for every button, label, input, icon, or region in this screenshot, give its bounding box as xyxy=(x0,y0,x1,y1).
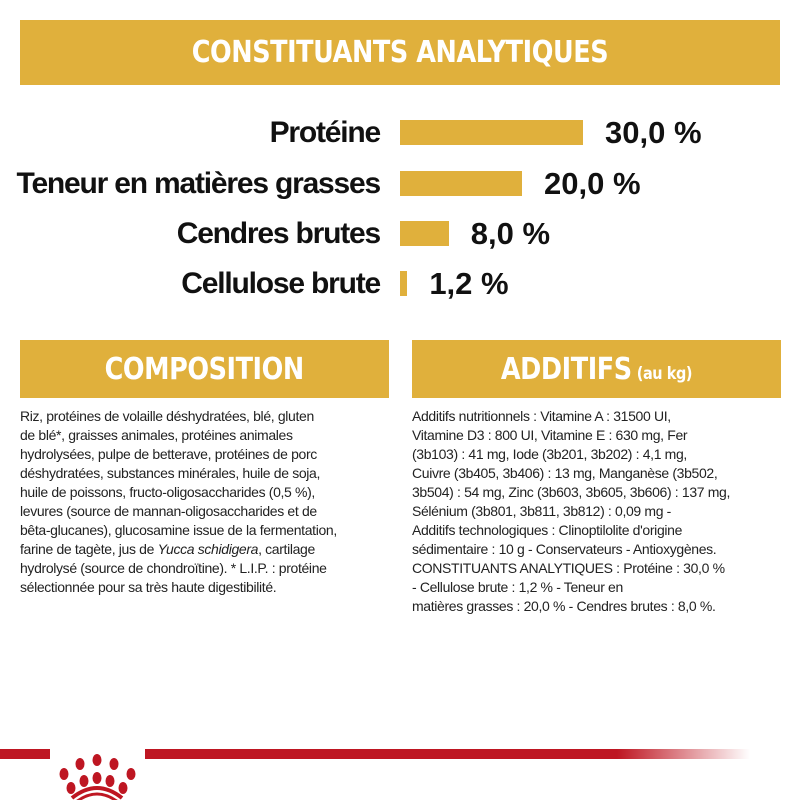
footer-brand-line xyxy=(0,749,750,800)
composition-line: farine de tagète, jus de Yucca schidiger… xyxy=(20,541,315,557)
composition-line: déshydratées, substances minérales, huil… xyxy=(20,465,321,481)
additifs-line: Cuivre (3b405, 3b406) : 13 mg, Manganèse… xyxy=(412,465,718,481)
additifs-line: Sélénium (3b801, 3b811, 3b812) : 0,09 mg… xyxy=(412,503,671,519)
composition-header: COMPOSITION xyxy=(20,340,389,398)
nutrient-bar xyxy=(400,171,522,196)
additifs-text: Additifs nutritionnels : Vitamine A : 31… xyxy=(412,407,730,616)
additifs-line: Additifs technologiques : Clinoptilolite… xyxy=(412,522,683,538)
nutrient-label: Cendres brutes xyxy=(176,217,381,250)
nutrient-row: Teneur en matières grasses 20,0 % xyxy=(0,164,800,204)
composition-text: Riz, protéines de volaille déshydratées,… xyxy=(20,407,337,597)
additifs-line: Vitamine D3 : 800 UI, Vitamine E : 630 m… xyxy=(412,427,688,443)
nutrient-label: Protéine xyxy=(269,116,382,149)
additifs-subtitle: (au kg) xyxy=(636,363,693,384)
nutrient-row: Cellulose brute 1,2 % xyxy=(0,264,800,304)
composition-line: hydrolysées, pulpe de betterave, protéin… xyxy=(20,446,317,462)
composition-title: COMPOSITION xyxy=(104,351,305,387)
additifs-line: matières grasses : 20,0 % - Cendres brut… xyxy=(412,598,716,614)
composition-line: hydrolysé (source de chondroïtine). * L.… xyxy=(20,560,327,576)
nutrient-label: Teneur en matières grasses xyxy=(16,167,382,200)
composition-line: huile de poissons, fructo-oligosaccharid… xyxy=(20,484,315,500)
nutrient-value: 8,0 % xyxy=(470,216,551,251)
nutrient-value: 20,0 % xyxy=(544,166,641,201)
additifs-line: 3b504) : 54 mg, Zinc (3b603, 3b605, 3b60… xyxy=(412,484,731,500)
composition-line: Riz, protéines de volaille déshydratées,… xyxy=(20,408,314,424)
additifs-line: (3b103) : 41 mg, Iode (3b201, 3b202) : 4… xyxy=(412,446,687,462)
composition-line: bêta-glucanes), glucosamine issue de la … xyxy=(20,522,337,538)
additifs-line: sédimentaire : 10 g - Conservateurs - An… xyxy=(412,541,717,557)
additifs-title: ADDITIFS xyxy=(500,351,632,387)
composition-line: levures (source de mannan-oligosaccharid… xyxy=(20,503,317,519)
nutrient-row: Cendres brutes 8,0 % xyxy=(0,214,800,254)
nutrient-bar xyxy=(400,221,449,246)
nutrient-bar xyxy=(400,120,583,145)
additifs-header: ADDITIFS (au kg) xyxy=(412,340,781,398)
additifs-line: Additifs nutritionnels : Vitamine A : 31… xyxy=(412,408,671,424)
additifs-line: CONSTITUANTS ANALYTIQUES : Protéine : 30… xyxy=(412,560,725,576)
analytical-title: CONSTITUANTS ANALYTIQUES xyxy=(191,35,609,70)
composition-line: de blé*, graisses animales, protéines an… xyxy=(20,427,293,443)
nutrient-value: 30,0 % xyxy=(605,115,702,150)
nutrient-value: 1,2 % xyxy=(429,266,509,301)
nutrient-bar xyxy=(400,271,408,296)
nutrient-row: Protéine 30,0 % xyxy=(0,113,800,153)
additifs-line: - Cellulose brute : 1,2 % - Teneur en xyxy=(412,579,623,595)
analytical-header: CONSTITUANTS ANALYTIQUES xyxy=(20,20,780,85)
species-name: Yucca schidigera xyxy=(157,541,259,557)
crown-logo-icon xyxy=(59,754,136,800)
composition-line: sélectionnée pour sa très haute digestib… xyxy=(20,579,277,595)
nutrient-label: Cellulose brute xyxy=(181,267,381,300)
